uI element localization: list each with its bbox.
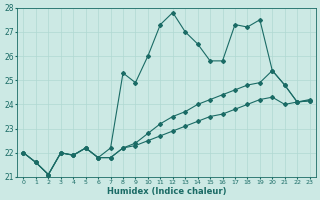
X-axis label: Humidex (Indice chaleur): Humidex (Indice chaleur) [107, 187, 226, 196]
